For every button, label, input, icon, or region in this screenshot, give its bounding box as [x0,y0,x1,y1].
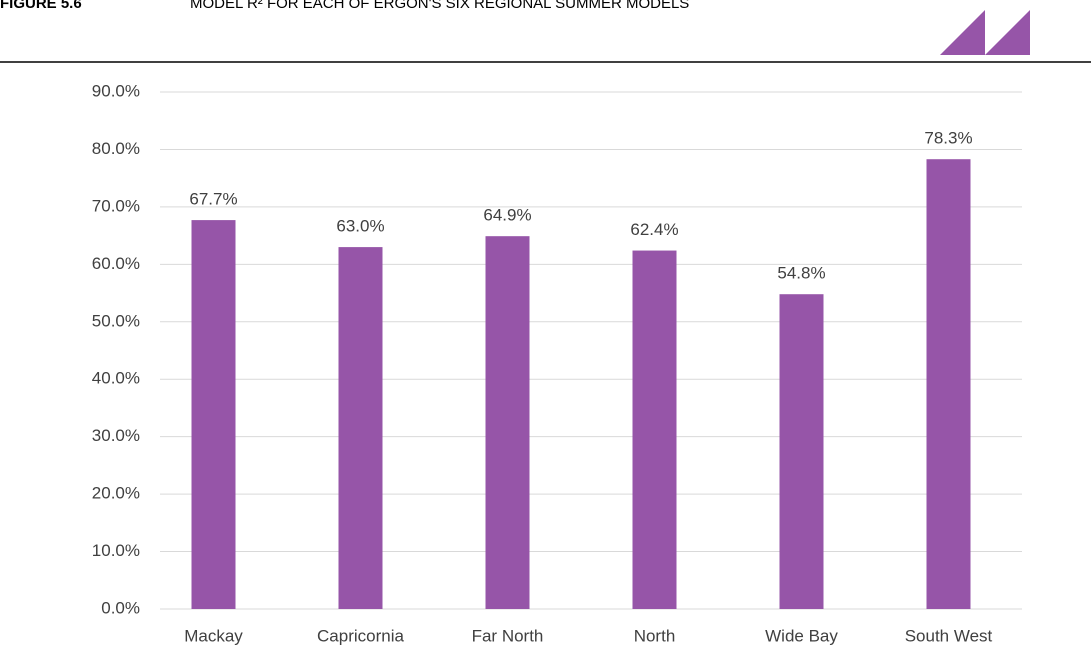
y-tick-label: 60.0% [92,254,140,273]
bar [632,250,677,609]
x-tick-label: South West [905,626,993,645]
chart-title: MODEL R² FOR EACH OF ERGON'S SIX REGIONA… [190,0,689,12]
bar [485,236,530,610]
value-label: 62.4% [630,220,678,239]
x-tick-label: Capricornia [317,626,404,645]
y-tick-label: 40.0% [92,369,140,388]
bar [779,294,824,609]
value-label: 54.8% [777,264,825,283]
y-tick-label: 20.0% [92,484,140,503]
y-tick-label: 50.0% [92,311,140,330]
y-tick-label: 30.0% [92,426,140,445]
logo-right [985,10,1030,55]
y-tick-label: 0.0% [101,598,140,617]
bar [191,220,236,609]
x-tick-label: North [634,626,676,645]
value-label: 67.7% [189,190,237,209]
value-label: 64.9% [483,206,531,225]
bar [338,247,383,609]
figure-label: FIGURE 5.6 [0,0,82,12]
value-label: 63.0% [336,217,384,236]
value-label: 78.3% [924,129,972,148]
y-tick-label: 10.0% [92,541,140,560]
x-tick-label: Wide Bay [765,626,838,645]
x-tick-label: Far North [472,626,544,645]
y-tick-label: 80.0% [92,139,140,158]
x-tick-label: Mackay [184,626,243,645]
logo-left [940,10,985,55]
y-tick-label: 70.0% [92,196,140,215]
bar [926,159,971,609]
y-tick-label: 90.0% [92,81,140,100]
